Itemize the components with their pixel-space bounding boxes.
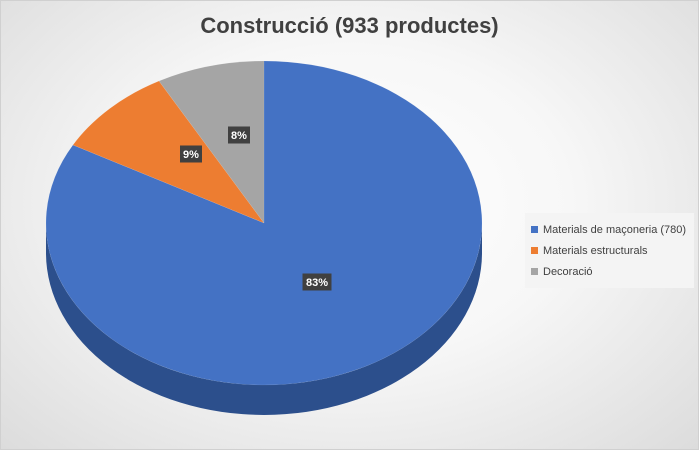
legend-item-estructurals: Materials estructurals xyxy=(531,240,686,261)
legend-swatch xyxy=(531,247,538,254)
legend-label: Materials de maçoneria (780) xyxy=(543,223,687,236)
legend-swatch xyxy=(531,226,538,233)
data-label-text: 8% xyxy=(231,130,247,142)
data-label-bg xyxy=(180,145,202,163)
data-label-bg xyxy=(228,126,250,144)
legend-label: Decoració xyxy=(543,265,593,278)
data-label-bg xyxy=(302,273,332,291)
chart-title: Construcció (933 productes) xyxy=(200,13,499,38)
pie-side-0 xyxy=(46,223,482,415)
legend: Materials de maçoneria (780) Materials e… xyxy=(525,213,695,288)
data-label-text: 9% xyxy=(183,149,199,161)
pie-slice-2 xyxy=(158,60,265,224)
data-label-text: 83% xyxy=(306,277,328,289)
data-label-1: 9% xyxy=(180,145,202,163)
legend-swatch xyxy=(531,268,538,275)
legend-label: Materials estructurals xyxy=(543,244,648,257)
legend-item-decoracio: Decoració xyxy=(531,261,686,282)
pie-slice-1 xyxy=(72,80,265,224)
pie-slice-0 xyxy=(45,60,483,386)
legend-item-maconeria: Materials de maçoneria (780) xyxy=(531,219,686,240)
data-label-2: 8% xyxy=(228,126,250,144)
data-label-0: 83% xyxy=(302,273,332,291)
